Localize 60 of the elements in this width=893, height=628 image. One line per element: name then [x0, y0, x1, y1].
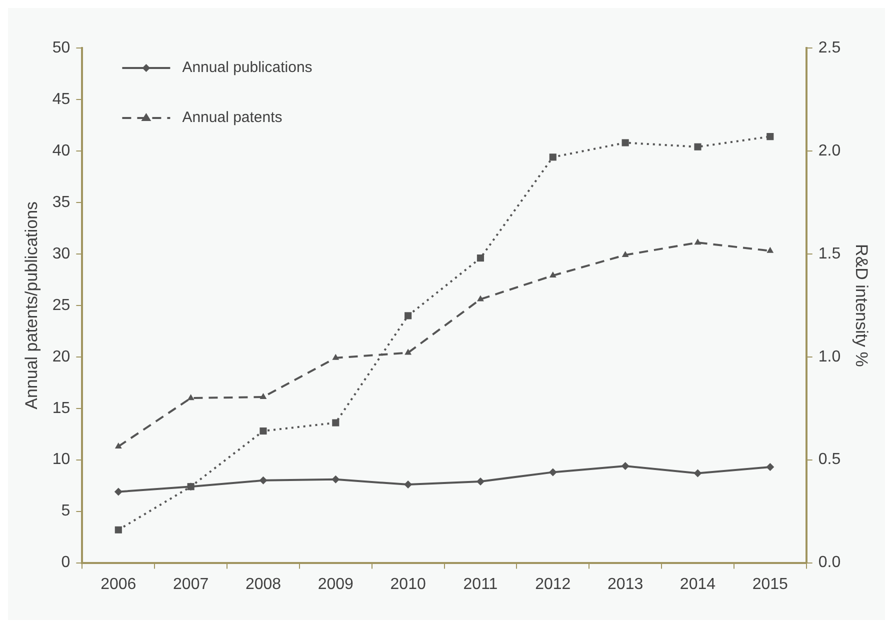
point [766, 246, 774, 253]
y-axis-title: Annual patents/publications [22, 201, 41, 410]
x-tick-label: 2006 [100, 576, 136, 593]
point [766, 133, 774, 140]
point [621, 462, 630, 470]
y2-tick-label: 1.5 [818, 245, 841, 262]
point [114, 442, 122, 448]
point [622, 139, 629, 146]
x-tick-label: 2009 [318, 576, 354, 593]
point [260, 393, 267, 400]
point [476, 477, 484, 486]
point [404, 312, 412, 320]
x-tick-label: 2014 [680, 576, 716, 593]
point [187, 394, 194, 400]
y-tick-label: 35 [52, 194, 70, 211]
x-tick-label: 2012 [535, 576, 571, 593]
x-tick-label: 2010 [390, 576, 426, 593]
y-tick-label: 15 [52, 400, 70, 417]
y-tick-label: 30 [52, 245, 70, 262]
y-tick-label: 45 [52, 90, 70, 108]
y-tick-label: 20 [52, 348, 70, 366]
x-tick-label: 2015 [752, 576, 788, 593]
point [477, 295, 484, 302]
point [404, 480, 412, 489]
point [332, 475, 340, 484]
y2-axis-title: R&D intensity % [852, 244, 872, 367]
point [114, 488, 122, 496]
y2-tick-label: 2.0 [818, 142, 841, 160]
point [260, 427, 267, 435]
y2-tick-label: 0.0 [818, 554, 841, 572]
y-tick-label: 50 [52, 39, 70, 56]
y2-tick-label: 0.5 [818, 451, 841, 468]
point [404, 348, 412, 355]
point [259, 476, 268, 484]
y-tick-label: 5 [61, 502, 70, 520]
point [114, 526, 122, 534]
y-tick-label: 0 [61, 554, 70, 572]
point [549, 154, 556, 161]
point [187, 483, 194, 490]
point [694, 469, 702, 478]
point [694, 143, 702, 150]
point [476, 254, 484, 262]
legend-label: Annual patents [182, 109, 282, 126]
y-tick-label: 10 [52, 451, 70, 468]
y-tick-label: 25 [52, 296, 70, 314]
point [694, 238, 702, 245]
y2-tick-label: 1.0 [818, 348, 841, 366]
x-tick-label: 2013 [608, 576, 644, 593]
y2-tick-label: 2.5 [818, 39, 841, 56]
legend-label: Annual publications [182, 59, 312, 76]
x-tick-label: 2007 [173, 576, 209, 593]
point [549, 272, 556, 278]
point [766, 463, 774, 472]
point [622, 250, 629, 257]
x-tick-label: 2011 [463, 576, 498, 593]
y-tick-label: 40 [52, 142, 70, 160]
point [332, 354, 340, 360]
x-tick-label: 2008 [245, 576, 282, 593]
point [332, 419, 340, 426]
point [548, 468, 557, 476]
